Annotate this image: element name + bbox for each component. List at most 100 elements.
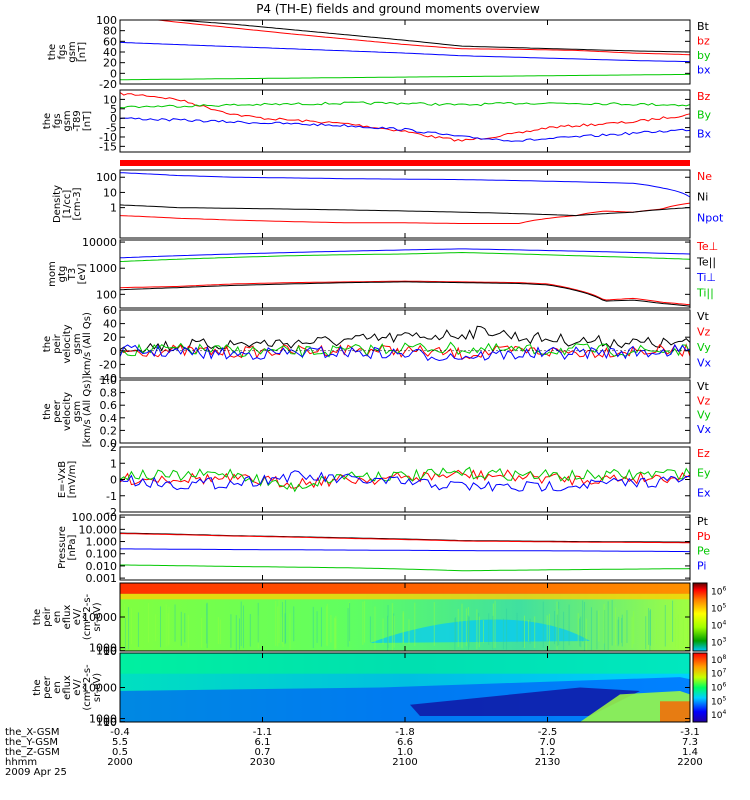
legend-efield: Ez Ey Ex <box>697 447 711 499</box>
series-line-efield <box>119 470 691 492</box>
legend-entry: Vy <box>697 409 711 422</box>
y-axis-label-line: the <box>32 609 43 625</box>
y-tick-label: 100.000 <box>72 511 118 524</box>
y-tick-label: 100 <box>96 645 117 658</box>
series-line-peir_velocity <box>119 343 691 361</box>
legend-entry: Vz <box>697 326 711 339</box>
colorbar-tick-label: 106 <box>711 682 726 694</box>
y-tick-label: -20 <box>99 358 117 371</box>
panel-frame <box>119 379 691 444</box>
ephemeris-value: 7.0 <box>540 737 556 748</box>
y-tick-label: 20 <box>103 331 117 344</box>
y-axis-label: the fgs gsm [nT] <box>47 41 88 62</box>
legend-entry: Bz <box>697 90 711 103</box>
legend-peir_velocity: Vt Vz Vy Vx <box>697 310 712 370</box>
series-line-pressure <box>120 533 690 544</box>
ephemeris-value: 2100 <box>392 757 417 768</box>
series-line-peir_velocity <box>119 343 691 362</box>
y-axis-label: E=-VxB [mV/m] <box>57 461 78 499</box>
y-tick-label: 0.8 <box>100 387 118 400</box>
y-axis-label: the peer velocity gsm [km/s (All Qs)] <box>42 376 93 448</box>
y-tick-label: 10000 <box>82 611 117 624</box>
legend-entry: Npot <box>697 211 724 224</box>
legend-entry: Ni <box>697 191 708 204</box>
spectrogram-yellow-band <box>120 593 690 600</box>
y-tick-label: 5 <box>110 103 117 116</box>
ephemeris-label: the_Y-GSM <box>5 737 58 748</box>
y-axis-label-line: [cm-3] <box>72 187 83 220</box>
y-axis-label-line: the <box>42 403 53 419</box>
y-axis-label-line: velocity <box>62 392 73 431</box>
series-line-fgs_gsm <box>120 73 690 81</box>
y-tick-label: 2 <box>110 441 117 454</box>
y-tick-label: 60 <box>103 304 117 317</box>
colorbar-scale <box>692 582 708 652</box>
ephemeris-label: the_Z-GSM <box>5 747 60 758</box>
y-tick-label: 0.2 <box>100 424 118 437</box>
ephemeris-value: 2000 <box>107 757 132 768</box>
y-tick-label: -10 <box>99 131 117 144</box>
series-line-peir_velocity <box>119 341 691 359</box>
panel-frame <box>119 514 691 581</box>
y-axis-label-line: eflux <box>62 675 73 700</box>
y-tick-label: 1 <box>110 457 117 470</box>
y-tick-label: 100 <box>96 171 117 184</box>
y-tick-label: 40 <box>103 46 117 59</box>
series-line-peir_velocity <box>119 325 691 353</box>
y-tick-label: 0 <box>110 474 117 487</box>
y-tick-label: 0 <box>110 112 117 125</box>
y-tick-label: 0 <box>110 345 117 358</box>
y-tick-label: 10.000 <box>79 523 118 536</box>
y-tick-label: 80 <box>103 25 117 38</box>
legend-density: Ne Ni Npot <box>697 170 724 224</box>
y-axis-label: the peir en eflux eV/(cm^2-s-sr-eV) <box>32 593 103 640</box>
legend-entry: Pi <box>697 559 706 572</box>
ephemeris-label: hhmm <box>5 757 37 768</box>
colorbar-tick-label: 105 <box>711 695 726 707</box>
y-tick-label: 60 <box>103 35 117 48</box>
y-tick-label: 0.100 <box>86 548 118 561</box>
spectrogram-dark-region <box>410 687 640 716</box>
y-axis-label-line: gsm <box>72 333 83 354</box>
y-tick-label: 1.000 <box>86 536 118 549</box>
ephemeris-value: 6.1 <box>255 737 271 748</box>
panel-density: 1 10 100 Density [1/cc] [cm-3] Ne Ni Npot <box>52 169 724 239</box>
y-axis-label: mom gtg T3 [eV] <box>47 261 88 287</box>
ephemeris-value: 6.6 <box>397 737 413 748</box>
series-line-fgs_gsm <box>120 19 691 56</box>
panel-frame <box>119 89 691 153</box>
ephemeris-value: -1.1 <box>253 727 273 738</box>
legend-entry: Ti⊥ <box>696 271 716 284</box>
ephemeris-value: 2200 <box>677 757 702 768</box>
y-axis-label-line: Pressure <box>57 526 68 569</box>
legend-entry: by <box>697 49 711 62</box>
y-tick-label: 1000 <box>89 262 117 275</box>
colorbar-tick-label: 106 <box>711 586 726 598</box>
y-axis-label: Density [1/cc] [cm-3] <box>52 185 83 223</box>
y-tick-label: 0 <box>110 67 117 80</box>
y-tick-label: -40 <box>99 372 117 385</box>
series-line-temperature <box>119 251 691 262</box>
y-axis-label-line: en <box>52 611 63 624</box>
y-axis-label-line: gsm <box>67 41 78 62</box>
legend-entry: Ex <box>697 486 711 499</box>
ephemeris-value: -3.1 <box>680 727 700 738</box>
y-axis-label-line: T3 <box>67 268 78 281</box>
y-axis-label: the fgs gsm -T89 [nT] <box>42 110 93 132</box>
y-tick-label: 1000 <box>89 642 117 655</box>
y-axis-label-line: (cm^2-s- <box>82 593 93 640</box>
y-tick-label: -20 <box>99 78 117 91</box>
series-line-temperature <box>119 248 691 259</box>
spectrogram-peir_eflux <box>119 583 690 651</box>
series-line-pressure <box>120 564 691 572</box>
series-line-fgs_gsm <box>119 41 691 63</box>
series-line-fgs_gsm_dif <box>119 117 691 142</box>
legend-entry: Ez <box>697 447 710 460</box>
legend-entry: Pe <box>697 545 710 558</box>
y-tick-label: 1.0 <box>100 374 118 387</box>
